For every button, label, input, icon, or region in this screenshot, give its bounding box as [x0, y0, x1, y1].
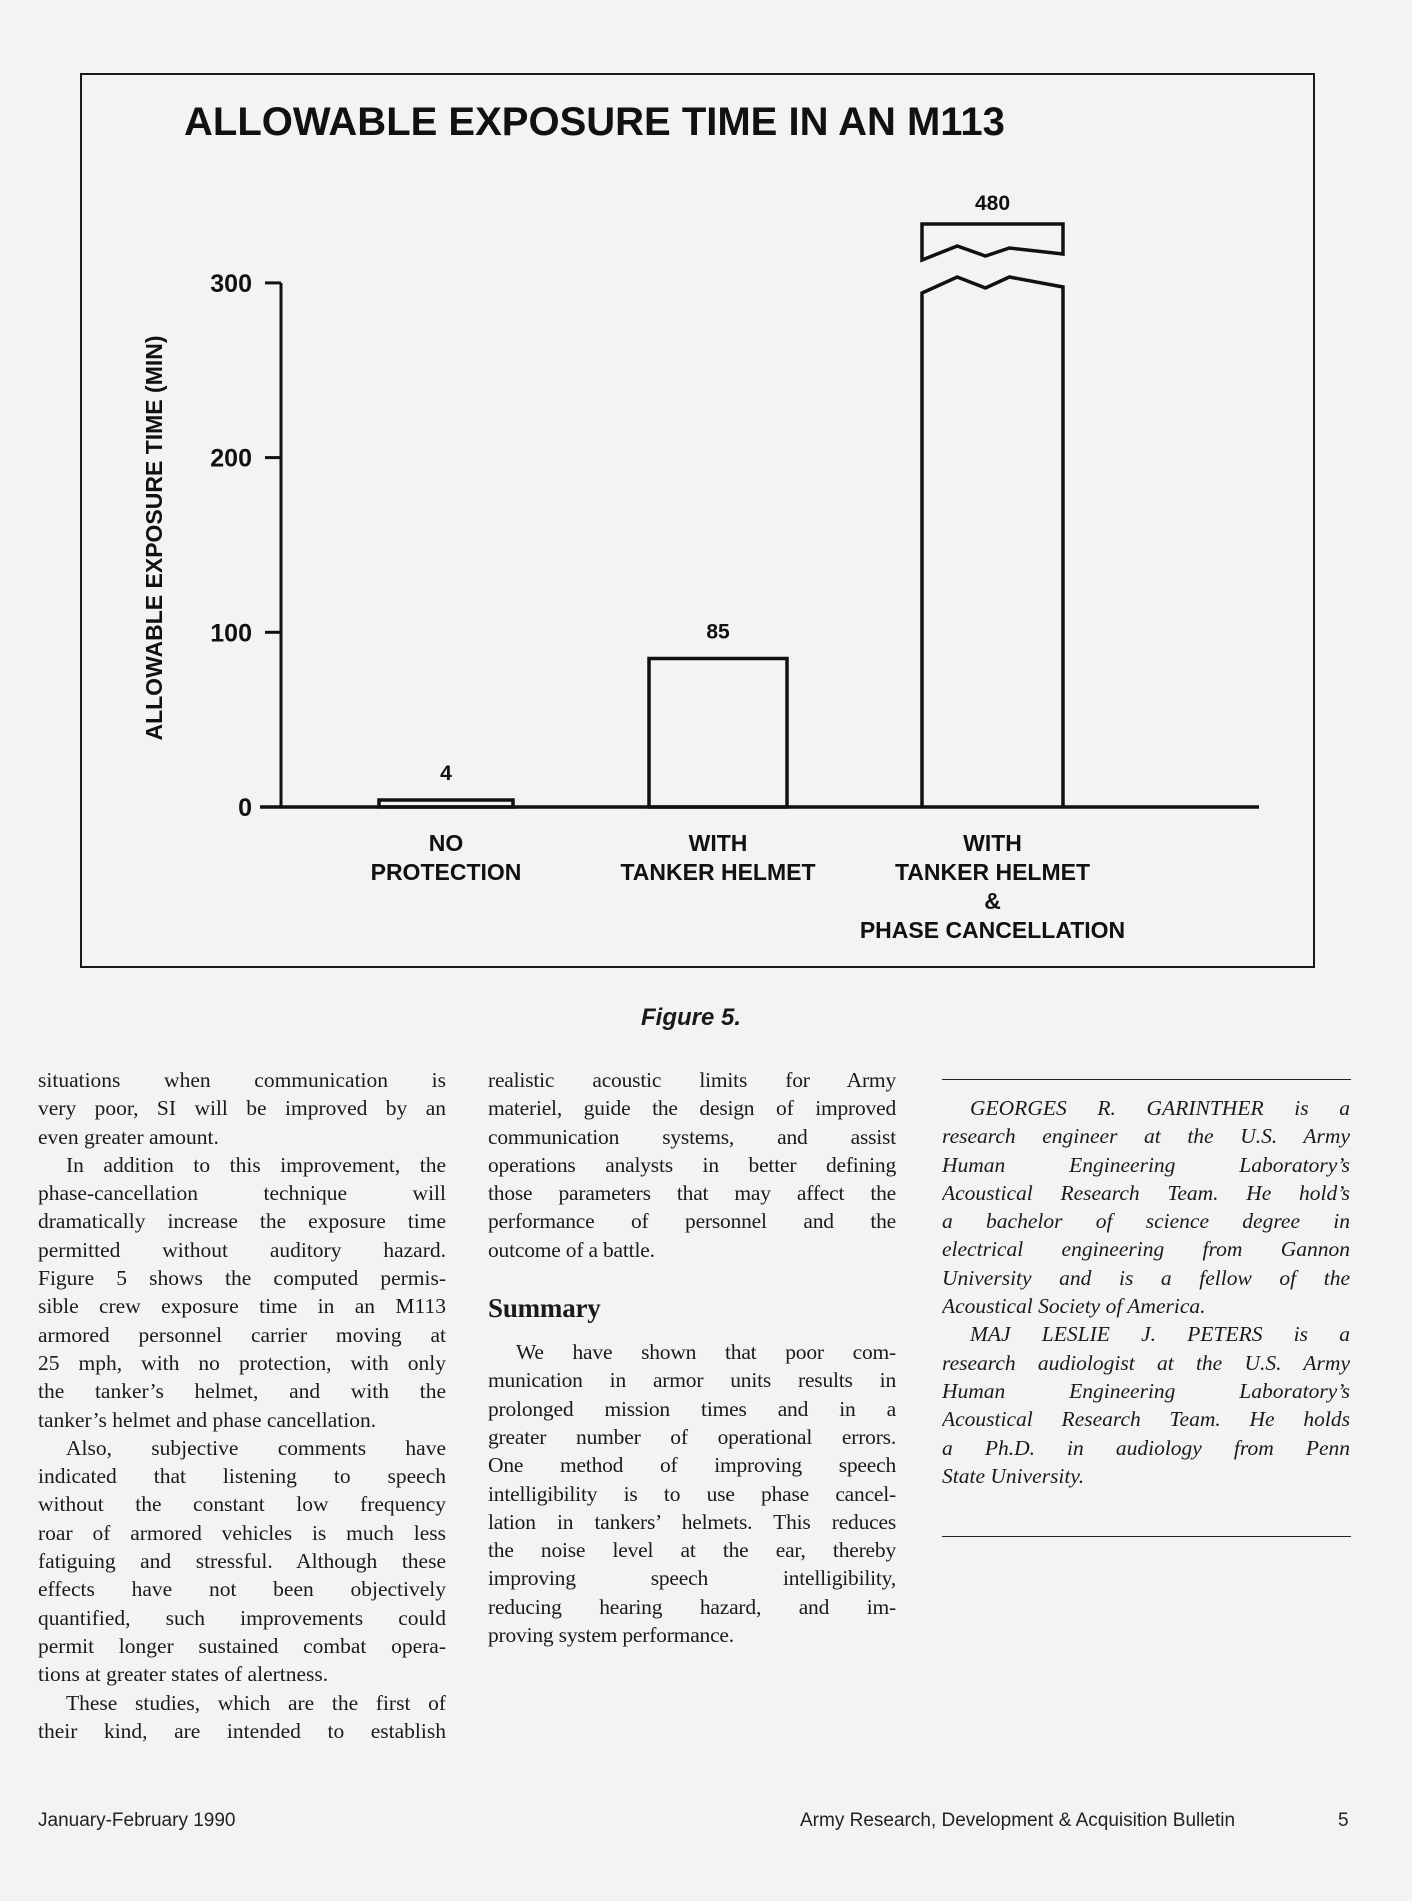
text-line: materiel, guide the design of improved: [488, 1096, 896, 1121]
text-line: We have shown that poor com-: [516, 1340, 896, 1365]
text-line: roar of armored vehicles is much less: [38, 1520, 446, 1545]
summary-paragraph: We have shown that poor com-munication i…: [488, 1338, 896, 1649]
figure-caption: Figure 5.: [640, 1004, 742, 1031]
text-line: dramatically increase the exposure time: [38, 1209, 446, 1234]
text-line: tanker’s helmet and phase cancellation.: [38, 1407, 377, 1432]
text-line: lation in tankers’ helmets. This reduces: [488, 1509, 896, 1534]
x-category-label: &: [984, 888, 1001, 914]
text-line: In addition to this improvement, the: [66, 1152, 446, 1177]
y-tick-label: 300: [210, 270, 252, 298]
text-line: intelligibility is to use phase cancel-: [488, 1481, 896, 1506]
text-line: permitted without auditory hazard.: [38, 1237, 446, 1262]
text-line: Figure 5 shows the computed permis-: [38, 1266, 446, 1291]
text-line: Acoustical Research Team. He holds: [942, 1407, 1350, 1432]
bar-upper-segment: [920, 222, 1065, 263]
text-line: Acoustical Society of America.: [942, 1294, 1206, 1319]
text-line: their kind, are intended to establish: [38, 1718, 446, 1743]
x-category-label: NO: [429, 830, 464, 856]
bio-top-rule: [942, 1079, 1351, 1080]
text-line: prolonged mission times and in a: [488, 1396, 896, 1421]
summary-heading: Summary: [488, 1293, 601, 1324]
author-bios: GEORGES R. GARINTHER is a research engine…: [942, 1094, 1350, 1490]
text-line: indicated that listening to speech: [38, 1464, 446, 1489]
text-line: situations when communication is: [38, 1068, 446, 1092]
data-label: 85: [706, 621, 730, 644]
text-line: a bachelor of science degree in: [942, 1209, 1350, 1234]
bio-bottom-rule: [942, 1536, 1351, 1537]
x-category-label: WITH: [689, 830, 748, 856]
data-label: 480: [975, 192, 1010, 215]
text-line: electrical engineering from Gannon: [942, 1237, 1350, 1262]
text-column-1: situations when communication is very poo…: [38, 1066, 446, 1745]
y-axis-label: ALLOWABLE EXPOSURE TIME (MIN): [141, 335, 167, 740]
text-line: Acoustical Research Team. He hold’s: [942, 1180, 1350, 1205]
text-line: performance of personnel and the: [488, 1209, 896, 1234]
bar: [377, 798, 515, 809]
text-line: the noise level at the ear, thereby: [488, 1538, 896, 1563]
text-line: munication in armor units results in: [488, 1368, 896, 1393]
text-line: a Ph.D. in audiology from Penn: [942, 1435, 1350, 1460]
bar-chart: ALLOWABLE EXPOSURE TIME IN AN M113 ALLOWA…: [141, 100, 1259, 943]
x-category-label: WITH: [963, 830, 1022, 856]
text-line: realistic acoustic limits for Army: [488, 1068, 896, 1092]
data-label: 4: [440, 762, 452, 785]
text-line: communication systems, and assist: [488, 1124, 896, 1149]
text-line: outcome of a battle.: [488, 1237, 655, 1262]
text-line: effects have not been objectively: [38, 1577, 446, 1602]
text-line: University and is a fellow of the: [942, 1265, 1350, 1290]
text-line: reducing hearing hazard, and im-: [488, 1594, 896, 1619]
text-line: even greater amount.: [38, 1124, 219, 1149]
text-line: greater number of operational errors.: [488, 1424, 896, 1449]
footer-page-number: 5: [1338, 1810, 1349, 1831]
bar: [647, 656, 789, 809]
chart-frame: ALLOWABLE EXPOSURE TIME IN AN M113 ALLOWA…: [80, 73, 1315, 968]
x-category-label: PROTECTION: [371, 859, 522, 885]
text-line: permit longer sustained combat opera-: [38, 1633, 446, 1658]
text-line: quantified, such improvements could: [38, 1605, 446, 1630]
text-line: very poor, SI will be improved by an: [38, 1096, 446, 1121]
text-line: armored personnel carrier moving at: [38, 1322, 446, 1347]
text-line: State University.: [942, 1463, 1085, 1488]
x-category-label: TANKER HELMET: [620, 859, 815, 885]
text-line: sible crew exposure time in an M113: [38, 1294, 446, 1319]
text-column-2: realistic acoustic limits for Army materi…: [488, 1066, 896, 1649]
bar-lower-segment: [920, 275, 1065, 807]
y-tick-label: 0: [238, 794, 252, 822]
y-tick-label: 100: [210, 619, 252, 647]
y-tick-label: 200: [210, 445, 252, 473]
footer-publication: Army Research, Development & Acquisition…: [800, 1810, 1236, 1831]
text-line: operations analysts in better defining: [488, 1152, 896, 1177]
text-line: research engineer at the U.S. Army: [942, 1124, 1350, 1149]
text-line: Human Engineering Laboratory’s: [942, 1378, 1350, 1403]
text-line: the tanker’s helmet, and with the: [38, 1379, 446, 1404]
footer-date: January-February 1990: [38, 1810, 236, 1831]
text-line: Also, subjective comments have: [66, 1435, 446, 1460]
text-line: phase-cancellation technique will: [38, 1181, 446, 1206]
text-line: proving system performance.: [488, 1623, 734, 1648]
intro-paragraph: realistic acoustic limits for Army materi…: [488, 1066, 896, 1264]
text-line: These studies, which are the first of: [66, 1690, 446, 1715]
text-line: tions at greater states of alertness.: [38, 1662, 329, 1687]
text-line: those parameters that may affect the: [488, 1181, 896, 1206]
text-line: GEORGES R. GARINTHER is a: [970, 1096, 1350, 1120]
chart-title: ALLOWABLE EXPOSURE TIME IN AN M113: [184, 100, 1005, 144]
text-line: 25 mph, with no protection, with only: [38, 1350, 446, 1375]
x-category-label: PHASE CANCELLATION: [860, 917, 1125, 943]
text-line: One method of improving speech: [488, 1453, 896, 1478]
text-line: Human Engineering Laboratory’s: [942, 1152, 1350, 1177]
text-line: fatiguing and stressful. Although these: [38, 1549, 446, 1574]
x-category-label: TANKER HELMET: [895, 859, 1090, 885]
text-line: without the constant low frequency: [38, 1492, 446, 1517]
text-line: research audiologist at the U.S. Army: [942, 1350, 1350, 1375]
text-line: improving speech intelligibility,: [488, 1566, 896, 1591]
text-line: MAJ LESLIE J. PETERS is a: [970, 1322, 1350, 1347]
